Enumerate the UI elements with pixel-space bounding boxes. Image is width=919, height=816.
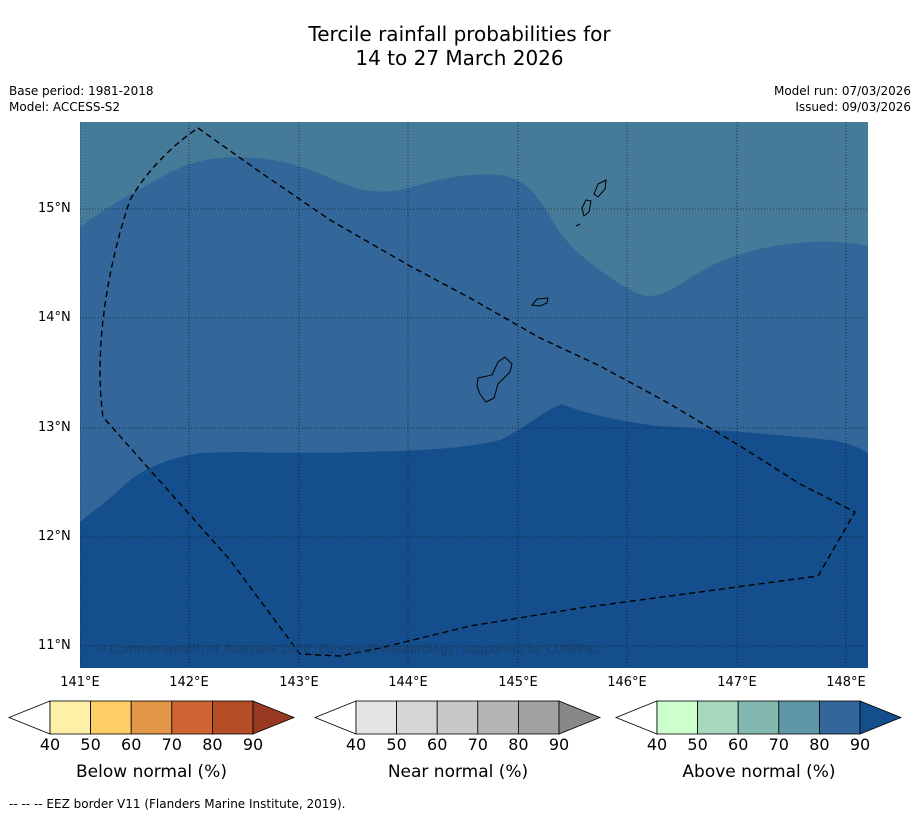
issued-date: Issued: 09/03/2026 bbox=[795, 100, 911, 114]
lon-label-145: 145°E bbox=[498, 675, 538, 690]
above-normal-max-arrow bbox=[859, 700, 903, 735]
near-normal-swatch bbox=[436, 700, 479, 735]
grid-lines bbox=[80, 122, 868, 668]
lon-label-146: 146°E bbox=[607, 675, 647, 690]
near-normal-swatch bbox=[396, 700, 438, 735]
near-normal-swatch bbox=[477, 700, 519, 735]
lon-label-141: 141°E bbox=[60, 675, 100, 690]
meta-left: Base period: 1981-2018 Model: ACCESS-S2 bbox=[9, 83, 154, 115]
above-normal-tick: 50 bbox=[687, 735, 708, 754]
copyright-notice: © Commonwealth of Australia 2026, Bureau… bbox=[94, 642, 600, 656]
near-normal-swatch bbox=[518, 700, 560, 735]
above-normal-tick: 70 bbox=[768, 735, 789, 754]
below-normal-tick: 60 bbox=[121, 735, 142, 754]
above-normal-label: Above normal (%) bbox=[682, 762, 836, 782]
lat-label-15: 15°N bbox=[38, 201, 71, 216]
near-normal-label: Near normal (%) bbox=[387, 762, 529, 782]
above-normal-swatch bbox=[737, 700, 780, 735]
above-normal-tick: 90 bbox=[849, 735, 871, 754]
above-normal-min-arrow bbox=[614, 700, 658, 735]
below-normal-tick: 40 bbox=[39, 735, 61, 754]
near-normal-tick: 90 bbox=[548, 735, 570, 754]
below-normal-swatch bbox=[130, 700, 173, 735]
below-normal-tick: 50 bbox=[80, 735, 101, 754]
below-normal-swatch bbox=[90, 700, 132, 735]
base-period: Base period: 1981-2018 bbox=[9, 84, 154, 98]
lon-label-143: 143°E bbox=[279, 675, 319, 690]
below-normal-min-arrow bbox=[7, 700, 51, 735]
below-normal-tick: 80 bbox=[202, 735, 223, 754]
below-normal-tick: 90 bbox=[242, 735, 264, 754]
title-line-1: Tercile rainfall probabilities for bbox=[308, 22, 611, 46]
near-normal-max-arrow bbox=[558, 700, 602, 735]
above-normal-swatch bbox=[697, 700, 739, 735]
above-normal-swatch bbox=[778, 700, 820, 735]
lat-label-14: 14°N bbox=[38, 310, 71, 325]
island-aguijan bbox=[575, 223, 581, 227]
eez-border bbox=[99, 127, 856, 657]
near-normal-min-arrow bbox=[313, 700, 357, 735]
lon-label-147: 147°E bbox=[717, 675, 757, 690]
lon-label-144: 144°E bbox=[388, 675, 428, 690]
above-normal-swatch bbox=[819, 700, 861, 735]
below-normal-swatch bbox=[171, 700, 213, 735]
below-normal-swatch bbox=[49, 700, 91, 735]
lat-label-12: 12°N bbox=[38, 529, 71, 544]
title-line-2: 14 to 27 March 2026 bbox=[355, 46, 564, 70]
below-normal-label: Below normal (%) bbox=[76, 762, 227, 782]
island-saipan bbox=[593, 179, 607, 198]
island-tinian bbox=[581, 199, 592, 217]
map-area bbox=[80, 122, 868, 668]
colorbars bbox=[7, 700, 903, 735]
near-normal-tick: 60 bbox=[427, 735, 448, 754]
lon-label-148: 148°E bbox=[826, 675, 866, 690]
near-normal-tick: 50 bbox=[386, 735, 407, 754]
eez-footnote: -- -- -- EEZ border V11 (Flanders Marine… bbox=[9, 797, 346, 811]
island-guam bbox=[476, 356, 513, 403]
lat-label-11: 11°N bbox=[38, 638, 71, 653]
near-normal-tick: 80 bbox=[508, 735, 529, 754]
near-normal-tick: 40 bbox=[345, 735, 367, 754]
below-normal-swatch bbox=[211, 700, 254, 735]
lat-label-13: 13°N bbox=[38, 420, 71, 435]
below-normal-tick: 70 bbox=[161, 735, 182, 754]
below-normal-max-arrow bbox=[252, 700, 296, 735]
map-title: Tercile rainfall probabilities for 14 to… bbox=[0, 22, 919, 70]
lon-label-142: 142°E bbox=[169, 675, 209, 690]
above-normal-swatch bbox=[656, 700, 698, 735]
near-normal-tick: 70 bbox=[467, 735, 488, 754]
probability-zone-80-90 bbox=[80, 404, 868, 668]
near-normal-swatch bbox=[355, 700, 397, 735]
model-run: Model run: 07/03/2026 bbox=[773, 84, 911, 98]
model-name: Model: ACCESS-S2 bbox=[9, 100, 121, 114]
island-rota bbox=[531, 297, 549, 307]
meta-right: Model run: 07/03/2026 Issued: 09/03/2026 bbox=[774, 83, 911, 115]
above-normal-tick: 60 bbox=[728, 735, 749, 754]
above-normal-tick: 80 bbox=[809, 735, 830, 754]
above-normal-tick: 40 bbox=[646, 735, 668, 754]
